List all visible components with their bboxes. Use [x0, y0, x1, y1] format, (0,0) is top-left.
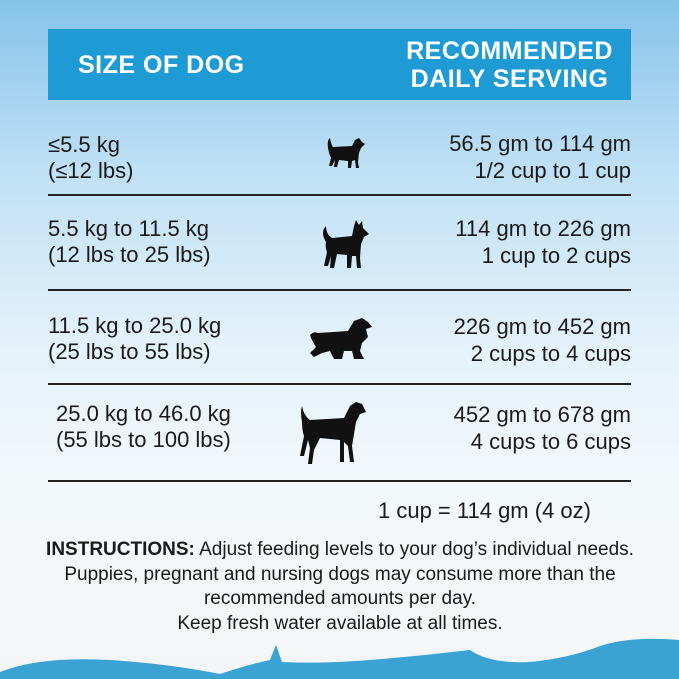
table-row: 5.5 kg to 11.5 kg (12 lbs to 25 lbs) 114 … — [48, 196, 631, 290]
dog-size: 25.0 kg to 46.0 kg (55 lbs to 100 lbs) — [56, 401, 231, 452]
table-header: SIZE OF DOG RECOMMENDED DAILY SERVING — [48, 29, 631, 100]
instructions: INSTRUCTIONS: Adjust feeding levels to y… — [30, 538, 650, 636]
husky-icon — [323, 220, 369, 268]
daily-serving: 114 gm to 226 gm 1 cup to 2 cups — [455, 216, 631, 268]
recommended-serving-heading: RECOMMENDED DAILY SERVING — [406, 37, 613, 93]
row-divider — [48, 289, 631, 291]
instructions-label: INSTRUCTIONS: — [46, 539, 195, 560]
row-divider — [48, 480, 631, 482]
dog-size: 11.5 kg to 25.0 kg (25 lbs to 55 lbs) — [48, 313, 222, 364]
great-dane-icon — [300, 402, 366, 464]
daily-serving: 452 gm to 678 gm 4 cups to 6 cups — [453, 402, 631, 454]
daily-serving: 56.5 gm to 114 gm 1/2 cup to 1 cup — [449, 131, 631, 183]
dog-size: ≤5.5 kg (≤12 lbs) — [48, 132, 134, 183]
daily-serving: 226 gm to 452 gm 2 cups to 4 cups — [453, 314, 631, 366]
row-divider — [48, 194, 631, 196]
dog-size: 5.5 kg to 11.5 kg (12 lbs to 25 lbs) — [48, 216, 211, 267]
table-row: 11.5 kg to 25.0 kg (25 lbs to 55 lbs) 226… — [48, 291, 631, 385]
table-row: 25.0 kg to 46.0 kg (55 lbs to 100 lbs) 45… — [48, 385, 631, 479]
size-of-dog-heading: SIZE OF DOG — [78, 51, 245, 79]
water-wave-decoration — [0, 638, 679, 679]
spaniel-icon — [310, 318, 372, 359]
instructions-text: Adjust feeding levels to your dog’s indi… — [64, 539, 634, 609]
cup-conversion: 1 cup = 114 gm (4 oz) — [378, 498, 591, 523]
instructions-water: Keep fresh water available at all times. — [177, 612, 503, 634]
table-row: ≤5.5 kg (≤12 lbs) 56.5 gm to 114 gm 1/2 cu… — [48, 120, 631, 214]
row-divider — [48, 383, 631, 385]
small-terrier-icon — [327, 138, 365, 168]
